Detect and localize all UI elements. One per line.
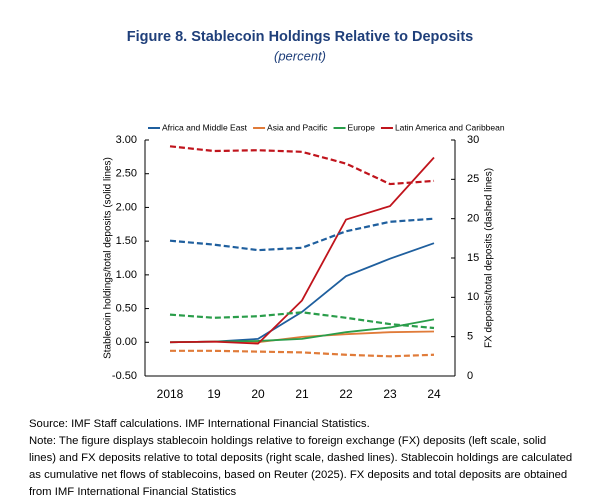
y2-tick-label: 15 (467, 252, 479, 264)
x-tick-label: 20 (251, 387, 265, 401)
x-tick-label: 21 (295, 387, 309, 401)
y-tick-label: 0.50 (116, 302, 137, 314)
legend-label: Latin America and Caribbean (395, 122, 505, 132)
y2-tick-label: 20 (467, 213, 479, 225)
y2-tick-label: 30 (467, 134, 479, 146)
dashed-line (169, 217, 435, 252)
legend-label: Africa and Middle East (162, 122, 248, 132)
legend-label: Europe (348, 122, 376, 132)
y-tick-label: 3.00 (116, 134, 137, 146)
y-tick-label: 0.00 (116, 336, 137, 348)
notes: Source: IMF Staff calculations. IMF Inte… (29, 416, 574, 501)
y-tick-label: 1.00 (116, 269, 137, 281)
line (169, 330, 435, 344)
chart: Figure 8. Stablecoin Holdings Relative t… (103, 29, 505, 401)
y2-tick-label: 25 (467, 173, 479, 185)
line (169, 156, 435, 345)
legend-label: Asia and Pacific (267, 122, 328, 132)
line (169, 318, 435, 344)
x-tick-label: 24 (427, 387, 441, 401)
y2-tick-label: 0 (467, 370, 473, 382)
note: Note: The figure displays stablecoin hol… (29, 435, 573, 498)
dashed-line (169, 311, 435, 330)
x-tick-label: 22 (339, 387, 353, 401)
y-tick-label: 2.00 (116, 201, 137, 213)
x-tick-label: 2018 (157, 387, 184, 401)
dashed-line (170, 349, 435, 358)
x-tick-label: 19 (207, 387, 221, 401)
chart-title: Figure 8. Stablecoin Holdings Relative t… (127, 29, 473, 45)
y-axis-label: Stablecoin holdings/total deposits (soli… (103, 157, 114, 359)
y-tick-label: 2.50 (116, 168, 137, 180)
chart-subtitle: (percent) (274, 48, 326, 63)
y-tick-label: -0.50 (112, 370, 137, 382)
y2-tick-label: 10 (467, 291, 479, 303)
y2-tick-label: 5 (467, 331, 473, 343)
dashed-line (169, 145, 435, 186)
source: Source: IMF Staff calculations. IMF Inte… (29, 418, 370, 430)
x-tick-label: 23 (383, 387, 397, 401)
y2-axis-label: FX deposits/total deposits (dashed lines… (484, 168, 495, 348)
y-tick-label: 1.50 (116, 235, 137, 247)
